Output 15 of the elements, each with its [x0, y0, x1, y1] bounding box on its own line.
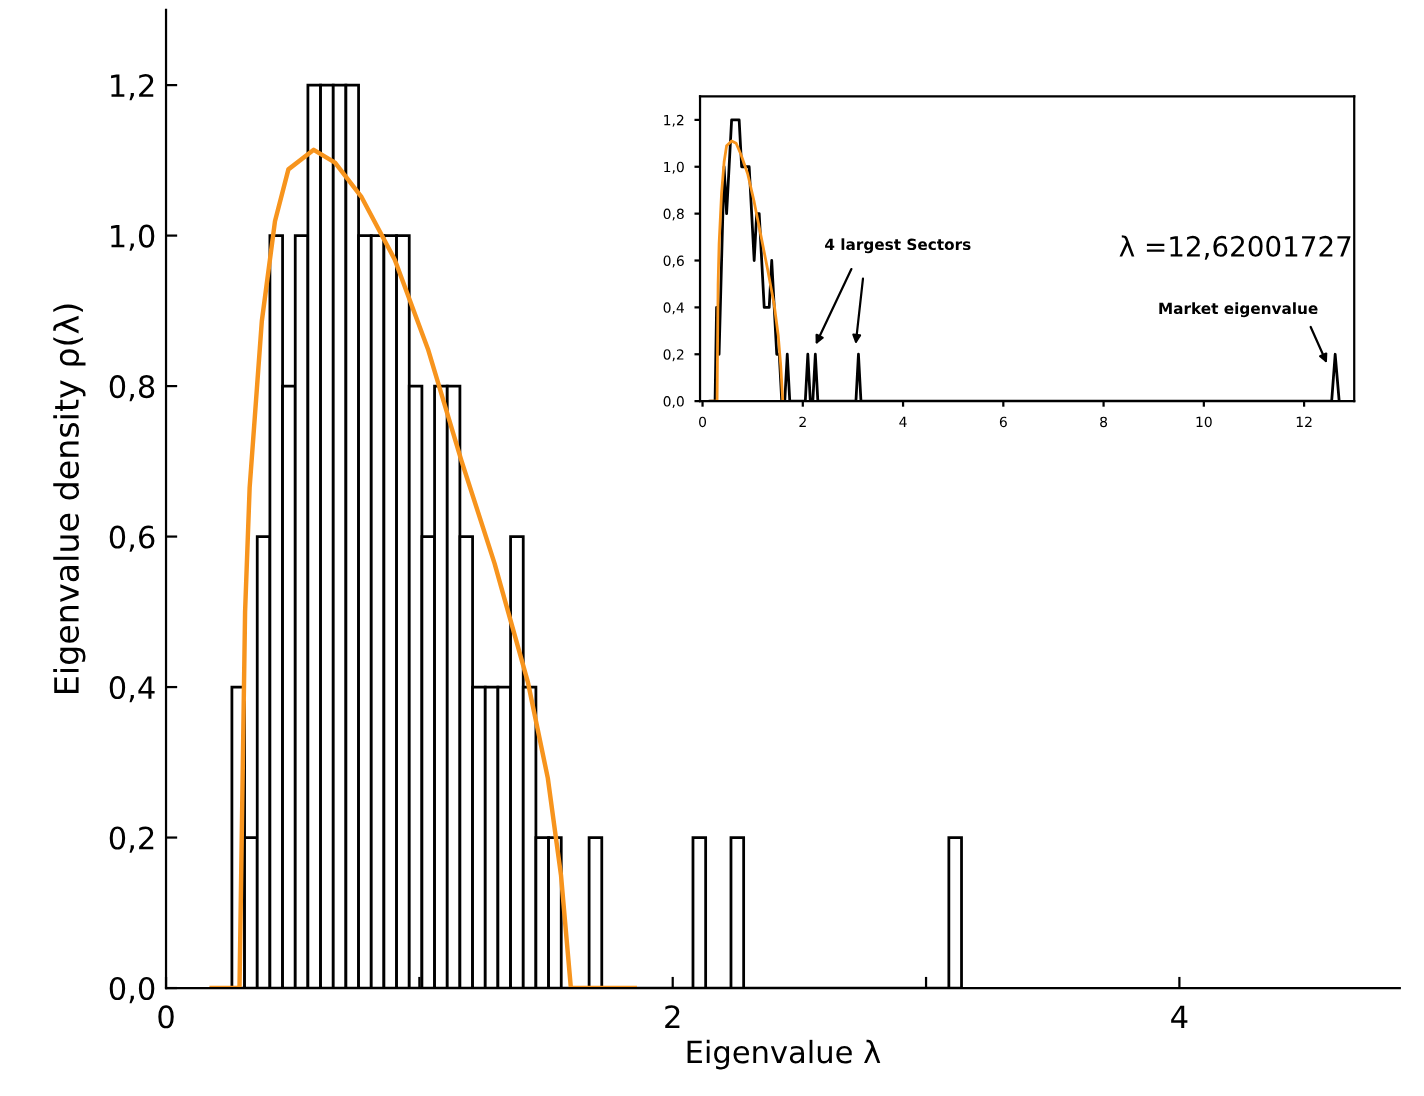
y-axis-title: Eigenvalue density ρ(λ): [53, 304, 86, 693]
y-tick-label: 1,0: [111, 224, 155, 251]
y-tick-label: 0,8: [109, 375, 155, 402]
annotation: λ =12,62001727: [1119, 235, 1351, 260]
y-tick-label: 0,4: [109, 676, 155, 703]
line-series: [209, 147, 637, 989]
y-tick-label: 0,6: [109, 525, 155, 552]
y-tick-label: 0,2: [109, 826, 154, 853]
x-tick-label: 2: [665, 1005, 680, 1028]
x-tick-label: 4: [1171, 1005, 1188, 1028]
line-series: [710, 139, 785, 402]
x-axis-title: Eigenvalue λ: [687, 1039, 881, 1070]
x-tick-label: 0: [158, 1005, 174, 1029]
y-tick-label: 1,2: [111, 74, 154, 101]
y-tick-label: 0,0: [109, 976, 155, 1004]
